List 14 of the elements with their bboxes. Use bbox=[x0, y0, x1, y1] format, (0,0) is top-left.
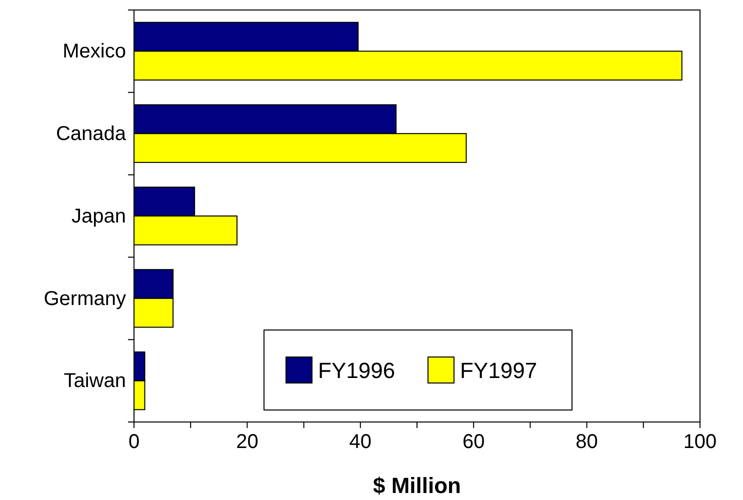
x-tick-label: 80 bbox=[576, 431, 598, 454]
x-tick-label: 20 bbox=[236, 431, 258, 454]
x-tick-label: 40 bbox=[349, 431, 372, 454]
y-tick-label: Canada bbox=[56, 123, 127, 145]
x-tick-label: 0 bbox=[128, 431, 140, 454]
y-tick-label: Taiwan bbox=[64, 370, 126, 392]
x-tick-label: 100 bbox=[683, 431, 717, 454]
x-axis-title: $ Million bbox=[373, 473, 461, 498]
y-tick-label: Germany bbox=[44, 288, 126, 310]
legend-label: FY1997 bbox=[460, 358, 538, 383]
legend-label: FY1996 bbox=[318, 358, 396, 383]
x-tick-label: 60 bbox=[462, 431, 485, 454]
y-tick-label: Mexico bbox=[62, 40, 126, 63]
y-tick-label: Japan bbox=[72, 205, 126, 228]
